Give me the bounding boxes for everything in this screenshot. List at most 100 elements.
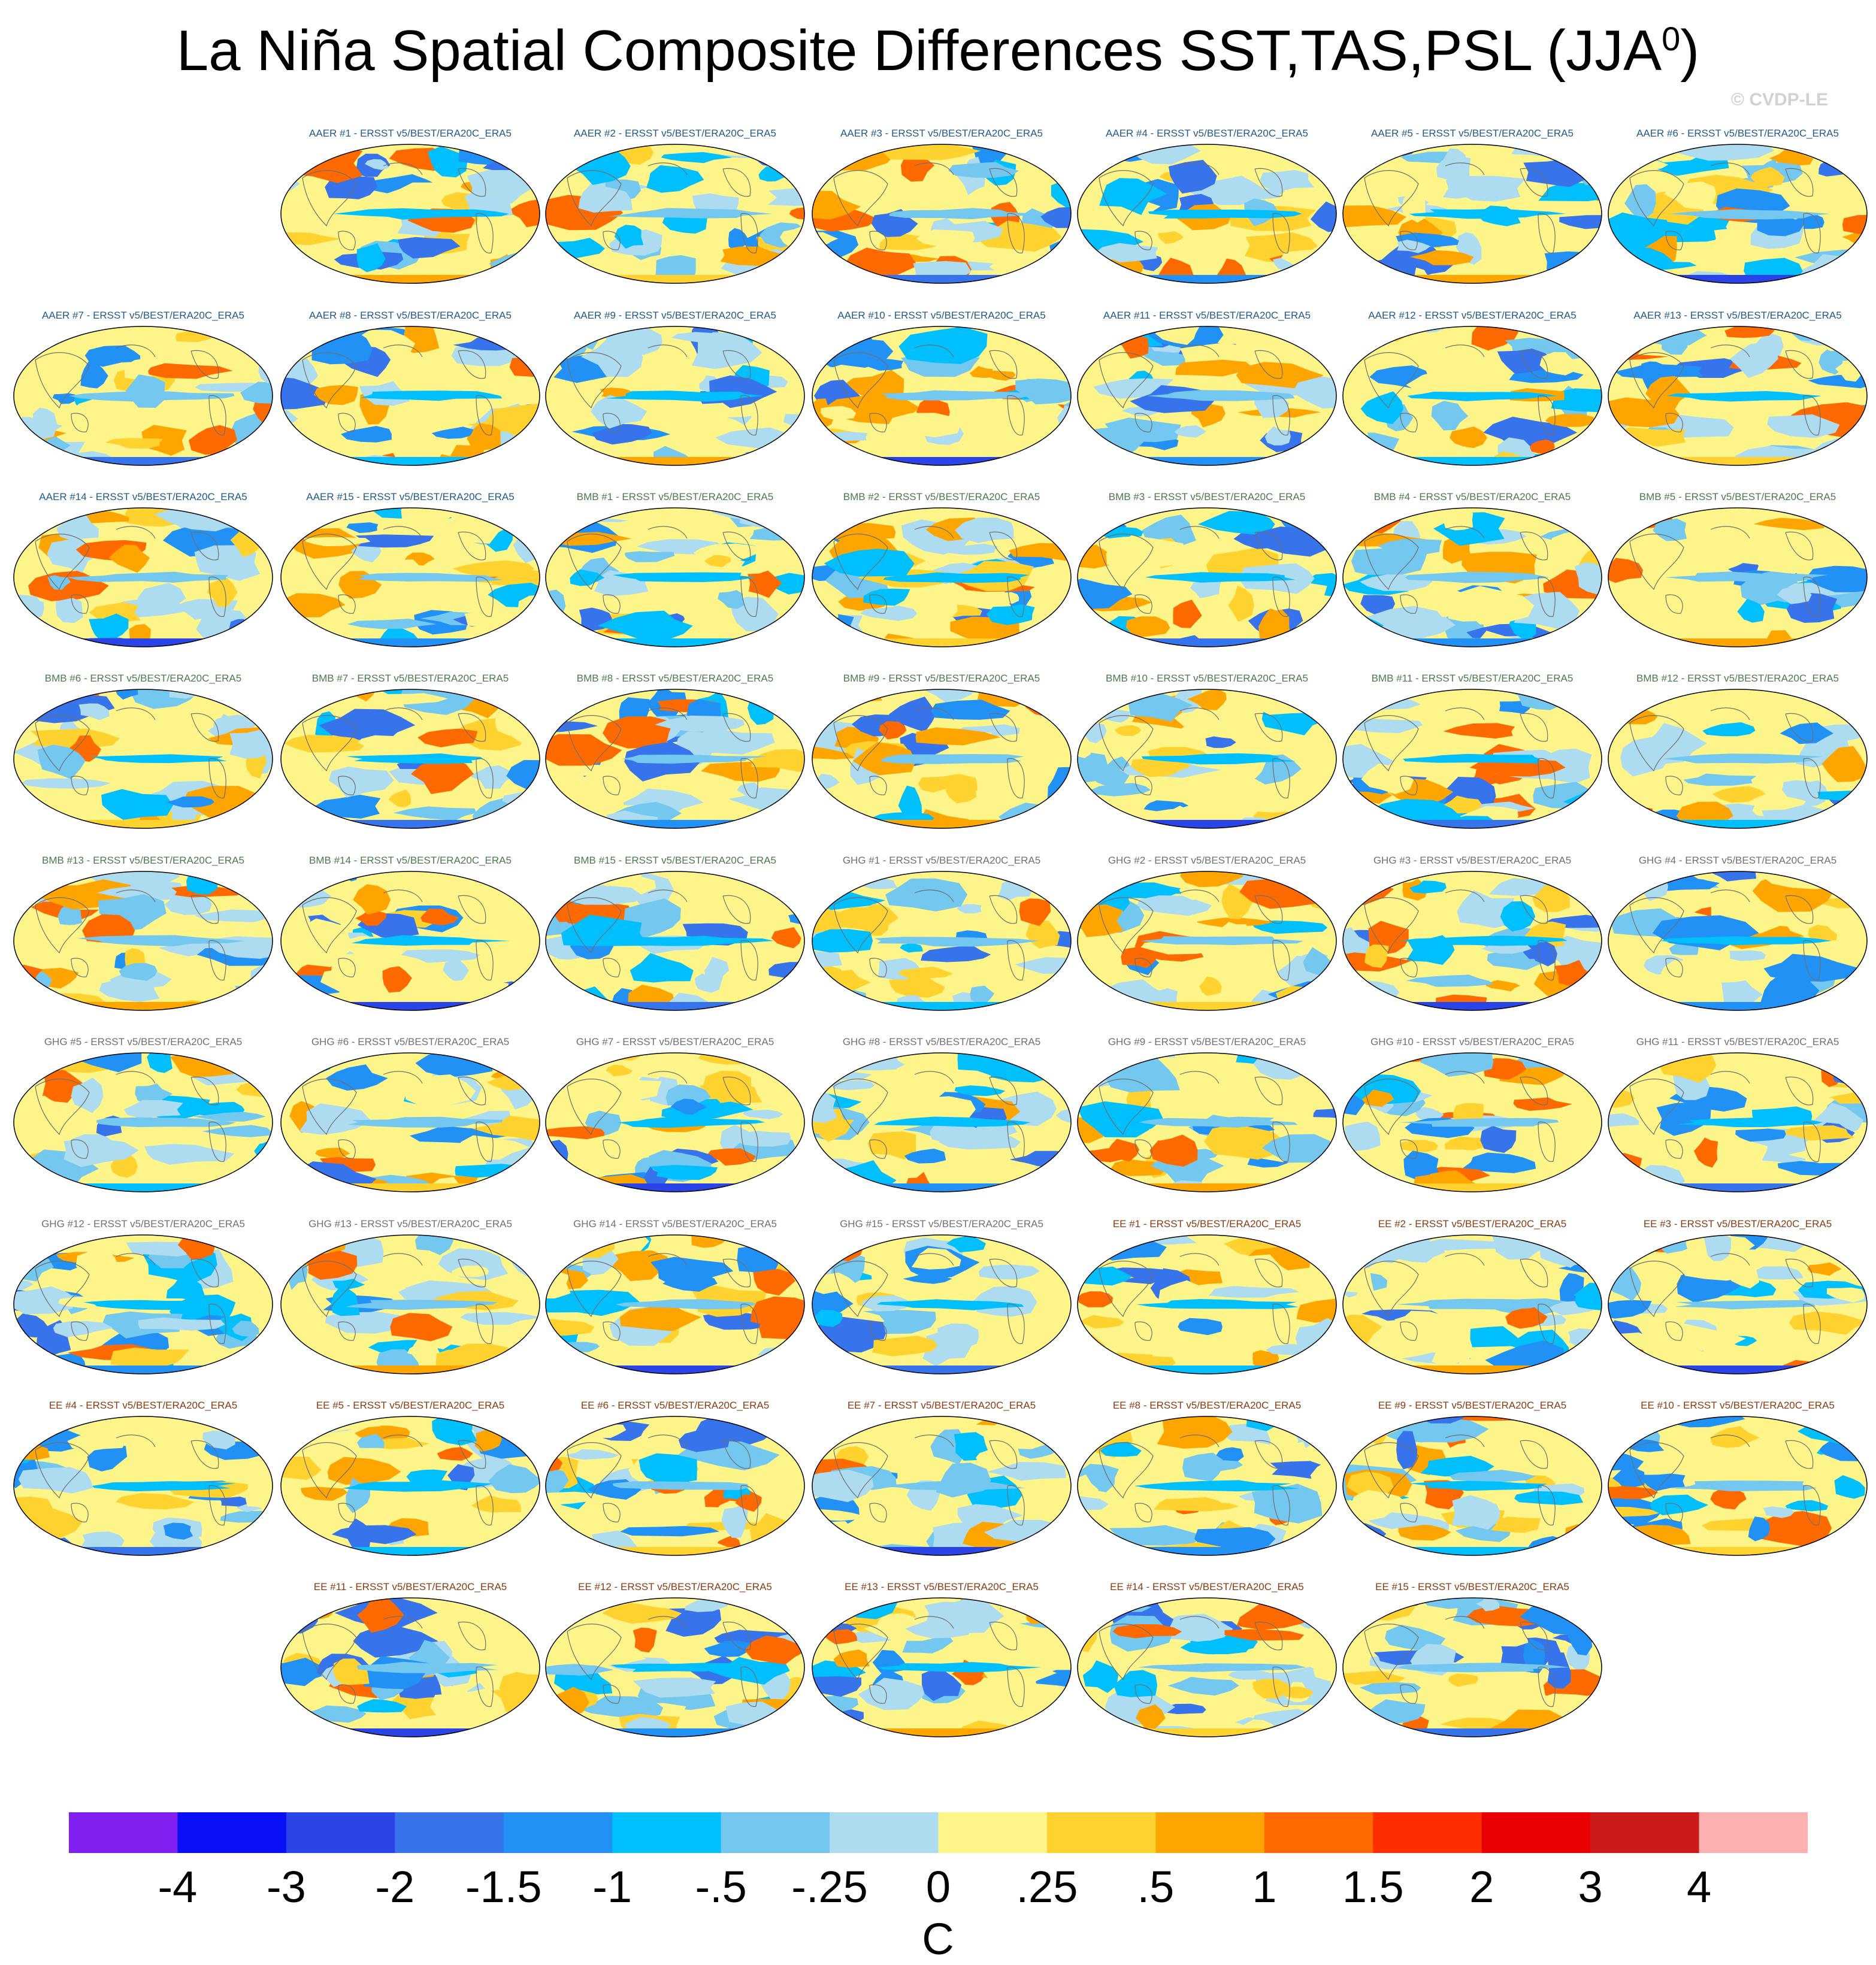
global-map [1608, 1416, 1868, 1556]
map-panel: GHG #2 - ERSST v5/BEST/ERA20C_ERA5 [1075, 855, 1339, 1034]
map-panel: BMB #3 - ERSST v5/BEST/ERA20C_ERA5 [1075, 491, 1339, 671]
panel-title: AAER #3 - ERSST v5/BEST/ERA20C_ERA5 [840, 128, 1043, 139]
global-map [1608, 326, 1868, 466]
panel-title: EE #2 - ERSST v5/BEST/ERA20C_ERA5 [1378, 1218, 1567, 1230]
panel-title: BMB #3 - ERSST v5/BEST/ERA20C_ERA5 [1108, 491, 1306, 502]
global-map [545, 1416, 805, 1556]
panel-title: AAER #6 - ERSST v5/BEST/ERA20C_ERA5 [1636, 128, 1839, 139]
global-map [1077, 871, 1337, 1011]
colorbar-tick-label: -1 [592, 1862, 633, 1912]
panel-title: BMB #12 - ERSST v5/BEST/ERA20C_ERA5 [1636, 673, 1839, 684]
map-panel: AAER #12 - ERSST v5/BEST/ERA20C_ERA5 [1341, 310, 1604, 489]
global-map [13, 689, 273, 829]
panel-title: GHG #11 - ERSST v5/BEST/ERA20C_ERA5 [1636, 1036, 1839, 1047]
panel-title: BMB #15 - ERSST v5/BEST/ERA20C_ERA5 [574, 855, 776, 866]
colorbar-tick-label: -4 [158, 1862, 198, 1912]
map-panel: GHG #11 - ERSST v5/BEST/ERA20C_ERA5 [1606, 1036, 1869, 1216]
global-map [1077, 507, 1337, 647]
panel-title: AAER #14 - ERSST v5/BEST/ERA20C_ERA5 [39, 491, 247, 502]
panel-title: EE #12 - ERSST v5/BEST/ERA20C_ERA5 [578, 1581, 772, 1592]
panel-title: GHG #9 - ERSST v5/BEST/ERA20C_ERA5 [1108, 1036, 1306, 1047]
map-panel: AAER #8 - ERSST v5/BEST/ERA20C_ERA5 [279, 310, 542, 489]
panel-title: GHG #15 - ERSST v5/BEST/ERA20C_ERA5 [840, 1218, 1043, 1230]
map-panel: GHG #14 - ERSST v5/BEST/ERA20C_ERA5 [543, 1218, 807, 1398]
global-map [280, 1234, 540, 1374]
panel-title: BMB #2 - ERSST v5/BEST/ERA20C_ERA5 [843, 491, 1040, 502]
panel-title: AAER #15 - ERSST v5/BEST/ERA20C_ERA5 [306, 491, 515, 502]
global-map [1342, 507, 1602, 647]
map-panel: EE #8 - ERSST v5/BEST/ERA20C_ERA5 [1075, 1400, 1339, 1579]
map-panel: AAER #10 - ERSST v5/BEST/ERA20C_ERA5 [810, 310, 1073, 489]
title-superscript: 0 [1662, 20, 1681, 57]
colorbar-swatch [830, 1812, 939, 1853]
global-map [13, 1234, 273, 1374]
map-panel: BMB #15 - ERSST v5/BEST/ERA20C_ERA5 [543, 855, 807, 1034]
global-map [280, 144, 540, 284]
map-panel: AAER #4 - ERSST v5/BEST/ERA20C_ERA5 [1075, 128, 1339, 307]
map-panel: EE #13 - ERSST v5/BEST/ERA20C_ERA5 [810, 1581, 1073, 1761]
map-panel: BMB #6 - ERSST v5/BEST/ERA20C_ERA5 [11, 673, 275, 852]
colorbar-swatch [1046, 1812, 1156, 1853]
map-panel: BMB #9 - ERSST v5/BEST/ERA20C_ERA5 [810, 673, 1073, 852]
global-map [1077, 144, 1337, 284]
map-panel: AAER #6 - ERSST v5/BEST/ERA20C_ERA5 [1606, 128, 1869, 307]
map-panel-grid: AAER #1 - ERSST v5/BEST/ERA20C_ERA5 AAER … [11, 128, 1869, 1761]
map-panel: GHG #6 - ERSST v5/BEST/ERA20C_ERA5 [279, 1036, 542, 1216]
map-panel: EE #11 - ERSST v5/BEST/ERA20C_ERA5 [279, 1581, 542, 1761]
panel-title: GHG #13 - ERSST v5/BEST/ERA20C_ERA5 [308, 1218, 512, 1230]
panel-title: AAER #13 - ERSST v5/BEST/ERA20C_ERA5 [1633, 310, 1842, 321]
panel-title: BMB #4 - ERSST v5/BEST/ERA20C_ERA5 [1373, 491, 1571, 502]
global-map [1608, 144, 1868, 284]
panel-title: BMB #8 - ERSST v5/BEST/ERA20C_ERA5 [576, 673, 774, 684]
map-panel: GHG #13 - ERSST v5/BEST/ERA20C_ERA5 [279, 1218, 542, 1398]
colorbar-swatch [1373, 1812, 1482, 1853]
panel-title: GHG #2 - ERSST v5/BEST/ERA20C_ERA5 [1108, 855, 1306, 866]
panel-title: AAER #10 - ERSST v5/BEST/ERA20C_ERA5 [837, 310, 1046, 321]
colorbar-swatch [612, 1812, 722, 1853]
map-panel: GHG #4 - ERSST v5/BEST/ERA20C_ERA5 [1606, 855, 1869, 1034]
global-map [280, 507, 540, 647]
global-map [1342, 689, 1602, 829]
global-map [13, 326, 273, 466]
map-panel: BMB #5 - ERSST v5/BEST/ERA20C_ERA5 [1606, 491, 1869, 671]
panel-title: BMB #1 - ERSST v5/BEST/ERA20C_ERA5 [576, 491, 774, 502]
global-map [1342, 871, 1602, 1011]
page-title: La Niña Spatial Composite Differences SS… [0, 18, 1876, 84]
map-panel: BMB #12 - ERSST v5/BEST/ERA20C_ERA5 [1606, 673, 1869, 852]
global-map [1077, 1234, 1337, 1374]
panel-title: EE #5 - ERSST v5/BEST/ERA20C_ERA5 [316, 1400, 505, 1411]
global-map [812, 326, 1072, 466]
colorbar-tick-label: 1 [1252, 1862, 1277, 1912]
map-panel: GHG #10 - ERSST v5/BEST/ERA20C_ERA5 [1341, 1036, 1604, 1216]
global-map [545, 326, 805, 466]
colorbar-swatch [286, 1812, 395, 1853]
map-panel: AAER #5 - ERSST v5/BEST/ERA20C_ERA5 [1341, 128, 1604, 307]
colorbar-tick-label: -3 [266, 1862, 306, 1912]
panel-title: EE #10 - ERSST v5/BEST/ERA20C_ERA5 [1641, 1400, 1835, 1411]
panel-title: BMB #10 - ERSST v5/BEST/ERA20C_ERA5 [1106, 673, 1308, 684]
global-map [1342, 1234, 1602, 1374]
map-panel: EE #6 - ERSST v5/BEST/ERA20C_ERA5 [543, 1400, 807, 1579]
global-map [13, 1052, 273, 1192]
global-map [1608, 507, 1868, 647]
global-map [1077, 1052, 1337, 1192]
map-panel: GHG #1 - ERSST v5/BEST/ERA20C_ERA5 [810, 855, 1073, 1034]
colorbar-tick-label: .5 [1137, 1862, 1175, 1912]
map-panel: EE #4 - ERSST v5/BEST/ERA20C_ERA5 [11, 1400, 275, 1579]
title-main: La Niña Spatial Composite Differences SS… [176, 19, 1662, 83]
global-map [1342, 1052, 1602, 1192]
panel-title: EE #11 - ERSST v5/BEST/ERA20C_ERA5 [313, 1581, 507, 1592]
global-map [280, 1416, 540, 1556]
map-panel: EE #10 - ERSST v5/BEST/ERA20C_ERA5 [1606, 1400, 1869, 1579]
colorbar-swatch [721, 1812, 830, 1853]
panel-title: GHG #14 - ERSST v5/BEST/ERA20C_ERA5 [573, 1218, 777, 1230]
map-panel: EE #12 - ERSST v5/BEST/ERA20C_ERA5 [543, 1581, 807, 1761]
map-panel: EE #7 - ERSST v5/BEST/ERA20C_ERA5 [810, 1400, 1073, 1579]
colorbar-swatch [69, 1812, 178, 1853]
panel-title: BMB #9 - ERSST v5/BEST/ERA20C_ERA5 [843, 673, 1040, 684]
panel-title: AAER #9 - ERSST v5/BEST/ERA20C_ERA5 [574, 310, 776, 321]
global-map [280, 1597, 540, 1737]
panel-title: AAER #8 - ERSST v5/BEST/ERA20C_ERA5 [309, 310, 512, 321]
colorbar-swatch [1155, 1812, 1265, 1853]
global-map [812, 1597, 1072, 1737]
